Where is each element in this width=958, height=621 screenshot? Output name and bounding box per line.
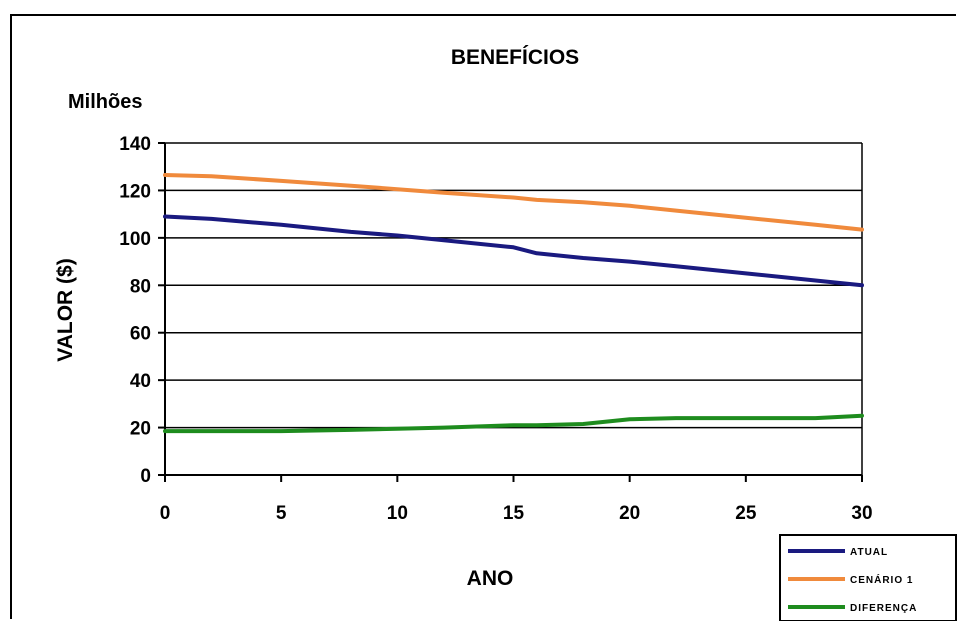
units-label: Milhões: [68, 91, 142, 113]
x-axis-label: ANO: [467, 567, 514, 590]
y-tick-label-140: 140: [119, 134, 151, 155]
legend-label-2: CENÁRIO 1: [850, 573, 913, 586]
y-tick-label-20: 20: [130, 419, 151, 440]
tick-labels: 0 20 40 60 80 100 120 140 0 5 10 15 20 25 30: [119, 134, 872, 524]
y-tick-label-40: 40: [130, 371, 151, 392]
gridlines: [165, 142, 863, 475]
chart-frame: [10, 14, 956, 619]
axes: [158, 142, 863, 482]
legend-label-1: ATUAL: [850, 547, 888, 558]
chart-title: BENEFÍCIOS: [451, 46, 579, 69]
x-tick-label-10: 10: [387, 503, 408, 524]
y-tick-label-0: 0: [140, 466, 151, 487]
series-lines: [163, 173, 864, 434]
legend: ATUAL CENÁRIO 1 DIFERENÇA: [779, 534, 957, 621]
y-tick-label-80: 80: [130, 276, 151, 297]
y-tick-label-60: 60: [130, 324, 151, 345]
x-tick-label-30: 30: [851, 503, 872, 524]
y-tick-label-100: 100: [119, 229, 151, 250]
x-tick-label-5: 5: [276, 503, 287, 524]
series-line-2: [163, 173, 864, 232]
y-axis-label: VALOR ($): [54, 258, 77, 361]
series-line-3: [163, 413, 864, 434]
x-tick-label-15: 15: [503, 503, 525, 524]
legend-label-3: DIFERENÇA: [850, 603, 917, 614]
x-tick-label-20: 20: [619, 503, 640, 524]
series-line-1: [163, 214, 864, 288]
x-tick-label-25: 25: [735, 503, 757, 524]
x-tick-label-0: 0: [160, 503, 171, 524]
y-tick-label-120: 120: [119, 181, 151, 202]
